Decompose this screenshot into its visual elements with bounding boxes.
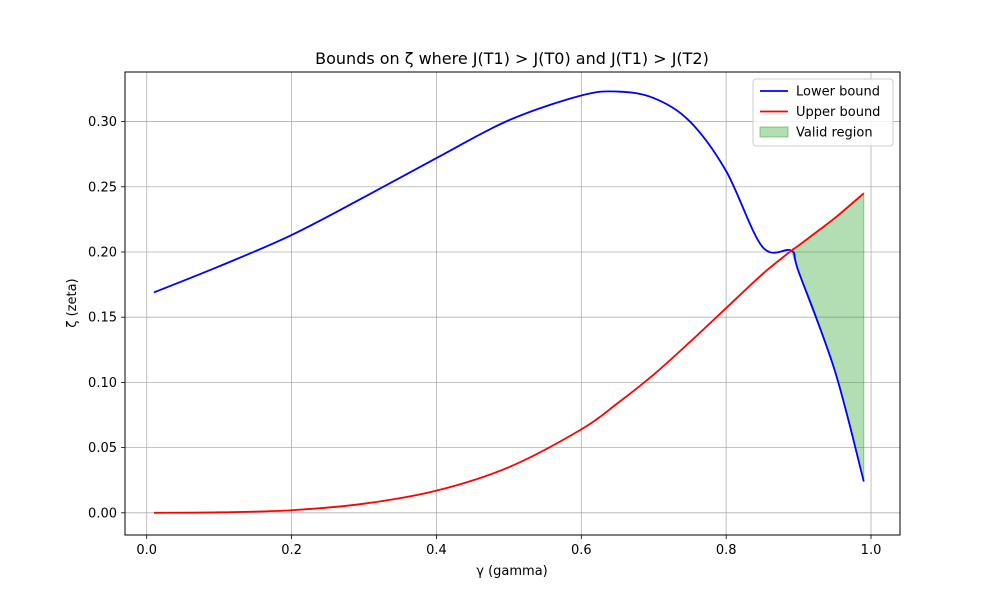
x-tick-label: 0.0 [136,543,157,558]
y-tick-label: 0.15 [88,311,117,326]
y-tick-label: 0.05 [88,441,117,456]
legend-entry-label: Lower bound [796,85,880,100]
y-tick-label: 0.20 [88,245,117,260]
x-tick-label: 1.0 [861,543,882,558]
series-line-lower-bound [153,90,865,482]
axes-frame [124,71,901,536]
legend: Lower bound Upper bound Valid region [752,78,894,147]
y-tick-label: 0.30 [88,115,117,130]
legend-entry-label: Upper bound [796,105,880,120]
y-axis-label: ζ (zeta) [65,278,80,327]
series-layer [153,90,865,514]
legend-entry-label: Valid region [796,126,873,141]
y-axis-ticks: 0.00 0.05 0.10 0.15 0.20 0.25 0.30 [88,115,125,521]
series-line-upper-bound [153,192,865,514]
x-tick-label: 0.2 [281,543,302,558]
x-tick-label: 0.4 [426,543,447,558]
x-tick-label: 0.8 [716,543,737,558]
x-axis-label: γ (gamma) [476,564,547,579]
y-tick-label: 0.00 [88,506,117,521]
legend-patch-swatch [759,126,789,138]
x-tick-label: 0.6 [571,543,592,558]
chart-title: Bounds on ζ where J(T1) > J(T0) and J(T1… [315,49,709,68]
x-axis-ticks: 0.0 0.2 0.4 0.6 0.8 1.0 [136,535,881,558]
y-tick-label: 0.25 [88,180,117,195]
y-tick-label: 0.10 [88,376,117,391]
